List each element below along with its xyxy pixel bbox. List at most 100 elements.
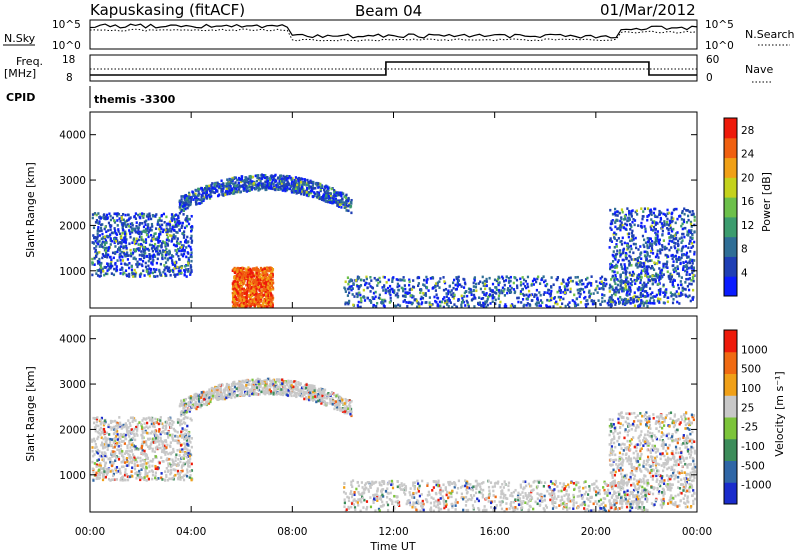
echo-cell bbox=[152, 237, 155, 241]
echo-cell bbox=[569, 287, 572, 291]
echo-cell bbox=[288, 175, 291, 178]
echo-cell bbox=[650, 246, 654, 250]
echo-cell bbox=[345, 201, 348, 205]
echo-cell bbox=[403, 279, 406, 282]
echo-cell bbox=[251, 267, 255, 271]
echo-cell bbox=[101, 232, 104, 236]
echo-cell bbox=[96, 229, 99, 233]
echo-cell bbox=[358, 291, 361, 295]
echo-cell bbox=[114, 261, 117, 265]
echo-cell bbox=[181, 248, 184, 252]
echo-cell bbox=[473, 295, 476, 299]
echo-cell bbox=[636, 266, 639, 269]
power-cells bbox=[91, 173, 696, 309]
echo-cell bbox=[295, 183, 299, 187]
echo-cell bbox=[608, 246, 611, 249]
echo-cell bbox=[632, 217, 635, 221]
echo-cell bbox=[663, 247, 666, 251]
echo-cell bbox=[389, 296, 392, 300]
echo-cell bbox=[614, 276, 617, 280]
echo-cell bbox=[327, 194, 330, 198]
echo-cell bbox=[125, 225, 128, 228]
echo-cell bbox=[340, 206, 343, 209]
echo-cell bbox=[665, 223, 668, 226]
echo-cell bbox=[129, 252, 133, 255]
echo-cell bbox=[139, 258, 143, 261]
echo-cell bbox=[245, 296, 248, 300]
echo-cell bbox=[245, 189, 248, 193]
echo-cell bbox=[509, 275, 512, 279]
echo-cell bbox=[267, 294, 270, 298]
echo-cell bbox=[486, 303, 489, 307]
echo-cell bbox=[345, 193, 348, 197]
echo-cell bbox=[107, 229, 110, 232]
echo-cell bbox=[159, 239, 162, 243]
echo-cell bbox=[646, 270, 649, 274]
echo-cell bbox=[653, 207, 656, 211]
echo-cell bbox=[262, 267, 265, 271]
echo-cell bbox=[619, 223, 622, 227]
echo-cell bbox=[552, 305, 555, 308]
echo-cell bbox=[185, 198, 189, 202]
echo-cell bbox=[130, 268, 134, 272]
echo-cell bbox=[512, 281, 515, 285]
echo-cell bbox=[676, 300, 679, 304]
echo-cell bbox=[646, 240, 650, 244]
echo-cell bbox=[623, 280, 626, 283]
echo-cell bbox=[173, 218, 176, 221]
echo-cell bbox=[215, 188, 218, 192]
echo-cell bbox=[260, 390, 263, 394]
echo-cell bbox=[622, 248, 625, 252]
echo-cell bbox=[235, 187, 238, 191]
echo-cell bbox=[241, 287, 244, 291]
echo-cell bbox=[144, 265, 148, 269]
echo-cell bbox=[603, 294, 606, 297]
echo-cell bbox=[625, 300, 628, 303]
echo-cell bbox=[269, 379, 272, 383]
echo-cell bbox=[624, 286, 627, 289]
echo-cell bbox=[403, 284, 406, 287]
echo-cell bbox=[535, 280, 538, 284]
echo-cell bbox=[467, 303, 470, 307]
echo-cell bbox=[494, 298, 497, 302]
echo-cell bbox=[673, 234, 676, 237]
echo-cell bbox=[165, 224, 168, 227]
echo-cell bbox=[233, 266, 236, 270]
echo-cell bbox=[245, 293, 249, 297]
echo-cell bbox=[228, 192, 231, 196]
echo-cell bbox=[665, 263, 668, 266]
echo-cell bbox=[119, 240, 122, 244]
echo-cell bbox=[635, 209, 638, 213]
echo-cell bbox=[428, 296, 431, 299]
echo-cell bbox=[579, 292, 582, 296]
echo-cell bbox=[535, 304, 538, 307]
echo-cell bbox=[145, 229, 149, 232]
echo-cell bbox=[620, 208, 624, 212]
echo-cell bbox=[457, 298, 460, 301]
echo-cell bbox=[281, 180, 284, 183]
echo-cell bbox=[647, 265, 650, 269]
echo-cell bbox=[573, 300, 576, 304]
echo-cell bbox=[682, 261, 685, 265]
echo-cell bbox=[425, 286, 429, 289]
echo-cell bbox=[660, 268, 663, 272]
echo-cell bbox=[620, 298, 623, 301]
echo-cell bbox=[181, 200, 184, 204]
echo-cell bbox=[195, 202, 198, 206]
echo-cell bbox=[138, 262, 141, 266]
echo-cell bbox=[271, 270, 274, 273]
echo-cell bbox=[489, 302, 492, 305]
echo-cell bbox=[636, 274, 639, 277]
echo-cell bbox=[320, 195, 324, 199]
echo-cell bbox=[481, 296, 485, 300]
echo-cell bbox=[362, 279, 366, 282]
echo-cell bbox=[209, 395, 213, 398]
echo-cell bbox=[660, 222, 664, 225]
echo-cell bbox=[558, 289, 561, 292]
echo-cell bbox=[672, 237, 675, 241]
echo-cell bbox=[280, 177, 283, 180]
echo-cell bbox=[252, 392, 255, 396]
echo-cell bbox=[616, 210, 619, 213]
echo-cell bbox=[175, 249, 178, 252]
echo-cell bbox=[678, 237, 681, 241]
